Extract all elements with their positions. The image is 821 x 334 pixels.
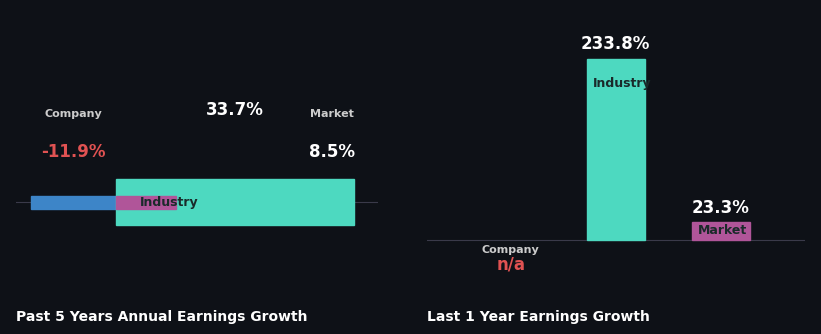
Text: 23.3%: 23.3% (692, 198, 750, 216)
Text: n/a: n/a (497, 256, 525, 274)
Bar (692, 222, 750, 240)
Text: Last 1 Year Earnings Growth: Last 1 Year Earnings Growth (427, 310, 649, 324)
Text: 233.8%: 233.8% (581, 35, 650, 53)
Bar (116, 196, 176, 209)
Text: 8.5%: 8.5% (309, 143, 355, 161)
Bar (587, 59, 644, 240)
Bar (31, 196, 116, 209)
Text: Company: Company (482, 245, 539, 255)
Bar (116, 179, 355, 225)
Text: Past 5 Years Annual Earnings Growth: Past 5 Years Annual Earnings Growth (16, 310, 308, 324)
Text: 33.7%: 33.7% (206, 101, 264, 119)
Text: Market: Market (698, 224, 747, 237)
Text: -11.9%: -11.9% (41, 143, 105, 161)
Text: Company: Company (44, 109, 102, 119)
Text: Industry: Industry (140, 196, 199, 209)
Text: Industry: Industry (594, 77, 652, 90)
Text: Market: Market (310, 109, 354, 119)
